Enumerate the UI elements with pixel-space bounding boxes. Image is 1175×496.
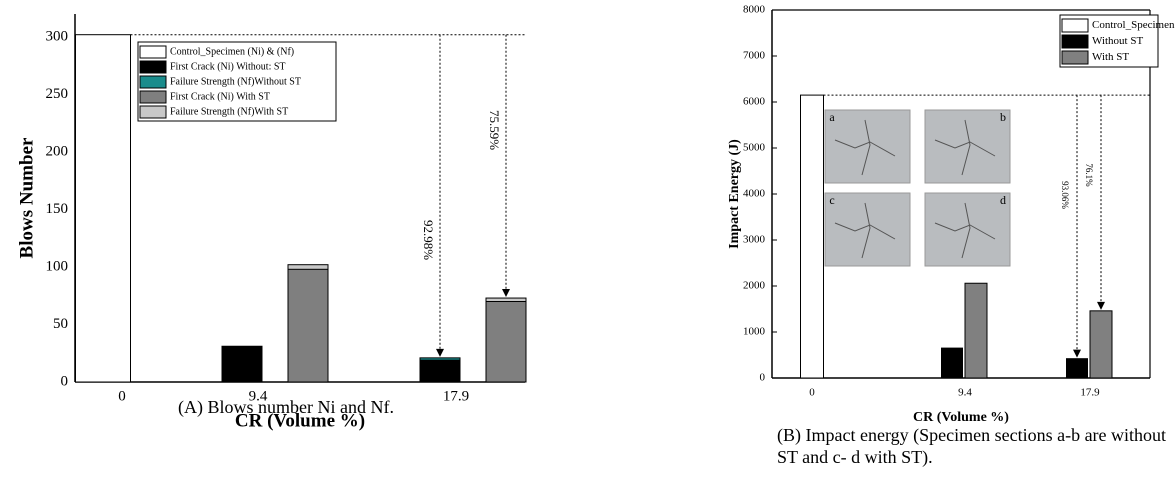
inset-label: d: [1000, 193, 1006, 207]
annotation: 92.98%: [421, 220, 436, 260]
bar: [419, 359, 461, 383]
bar: [800, 94, 824, 379]
arrow-head: [1097, 301, 1105, 310]
legend-label: Failure Strength (Nf)With ST: [170, 106, 288, 117]
x-tick-label: 17.9: [1080, 387, 1100, 399]
legend-swatch: [139, 60, 167, 74]
legend-label: With ST: [1092, 51, 1129, 63]
legend-swatch: [139, 90, 167, 104]
legend-box: [137, 41, 337, 122]
bar: [287, 268, 329, 383]
y-tick-label: 150: [46, 201, 69, 217]
legend-label: Control_Specimen: [1092, 19, 1175, 31]
legend-label: Without ST: [1092, 35, 1143, 47]
y-tick-label: 8000: [743, 4, 766, 16]
y-tick-label: 0: [61, 373, 69, 389]
y-axis-title: Blows Number: [16, 137, 37, 258]
legend-label: Failure Strength (Nf)Without ST: [170, 76, 301, 87]
arrow-head: [1073, 349, 1081, 358]
bar: [941, 347, 963, 379]
bar: [1066, 358, 1088, 379]
x-tick-label: 17.9: [443, 388, 469, 404]
y-tick-label: 6000: [743, 96, 766, 108]
annotation: 93.06%: [1060, 181, 1070, 209]
y-tick-label: 2000: [743, 280, 766, 292]
inset-label: a: [829, 110, 835, 124]
crack: [834, 119, 896, 176]
inset-photo: [824, 109, 911, 184]
crack: [934, 119, 996, 176]
x-axis-title: CR (Volume %): [913, 410, 1009, 425]
y-tick-label: 5000: [743, 142, 766, 154]
y-tick-label: 250: [46, 86, 69, 102]
legend-swatch: [139, 45, 167, 59]
inset-photo: [924, 192, 1011, 267]
x-tick-label: 0: [809, 387, 815, 399]
arrow-head: [436, 348, 444, 357]
inset-label: b: [1000, 110, 1006, 124]
x-axis-title: CR (Volume %): [235, 410, 365, 431]
crack: [834, 202, 896, 259]
bar: [221, 345, 263, 383]
annotation: 75.59%: [487, 110, 502, 150]
y-tick-label: 300: [46, 28, 69, 44]
arrow-head: [502, 289, 510, 298]
y-tick-label: 7000: [743, 50, 766, 62]
crack: [934, 202, 996, 259]
y-tick-label: 200: [46, 143, 69, 159]
legend-label: First Crack (Ni) With ST: [170, 91, 270, 102]
legend-swatch: [139, 105, 167, 119]
caption: (A) Blows number Ni and Nf.: [178, 397, 394, 417]
bar: [964, 282, 988, 379]
x-tick-label: 0: [118, 388, 126, 404]
y-tick-label: 100: [46, 258, 69, 274]
y-tick-label: 3000: [743, 234, 766, 246]
legend-swatch: [1061, 18, 1089, 33]
bar: [75, 34, 131, 383]
y-tick-label: 0: [760, 372, 766, 384]
inset-photo: [824, 192, 911, 267]
y-tick-label: 4000: [743, 188, 766, 200]
y-tick-label: 50: [53, 316, 68, 332]
legend-swatch: [139, 75, 167, 89]
x-tick-label: 9.4: [958, 387, 972, 399]
legend-swatch: [1061, 34, 1089, 49]
bar: [485, 301, 527, 383]
y-tick-label: 1000: [743, 326, 766, 338]
legend-swatch: [1061, 50, 1089, 65]
annotation: 76.1%: [1084, 163, 1094, 187]
bar: [1089, 310, 1113, 379]
y-axis-title: Impact Energy (J): [727, 139, 742, 249]
inset-photo: [924, 109, 1011, 184]
legend-label: First Crack (Ni) Without: ST: [170, 61, 286, 72]
x-tick-label: 9.4: [249, 388, 268, 404]
legend-label: Control_Specimen (Ni) & (Nf): [170, 46, 294, 57]
inset-label: c: [829, 193, 834, 207]
caption: (B) Impact energy (Specimen sections a-b…: [777, 425, 1167, 467]
